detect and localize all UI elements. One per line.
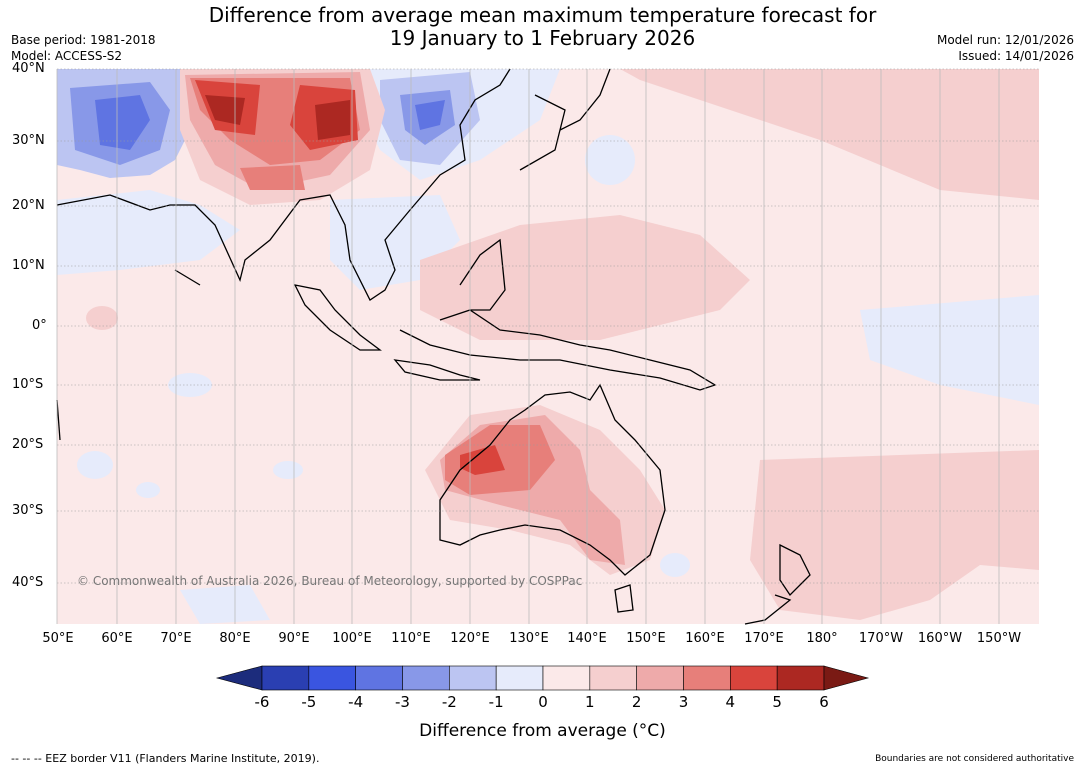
- lat-label: 20°S: [12, 437, 44, 452]
- colorbar-segment: [261, 665, 310, 691]
- title-line-1: Difference from average mean maximum tem…: [208, 3, 877, 27]
- lat-label: 0°: [32, 318, 47, 333]
- lon-label: 180°: [806, 631, 838, 646]
- colorbar-tick-label: 2: [631, 693, 642, 711]
- base-period: Base period: 1981-2018: [11, 33, 156, 47]
- graticule: [56, 68, 1039, 624]
- lon-label: 90°E: [278, 631, 310, 646]
- colorbar-tick-label: 1: [585, 693, 595, 711]
- lon-label: 130°E: [509, 631, 549, 646]
- colorbar-segment: [402, 665, 450, 691]
- copyright-notice: © Commonwealth of Australia 2026, Bureau…: [77, 574, 583, 588]
- lat-label: 30°N: [12, 133, 45, 148]
- lon-label: 80°E: [219, 631, 251, 646]
- lon-label: 120°E: [450, 631, 490, 646]
- lon-label: 150°E: [626, 631, 666, 646]
- lat-label: 40°N: [12, 61, 45, 76]
- model-name: Model: ACCESS-S2: [11, 49, 123, 63]
- colorbar-segment: [730, 665, 778, 691]
- colorbar-segment: [589, 665, 637, 691]
- colorbar-tick-label: 0: [538, 693, 548, 711]
- lat-label: 40°S: [12, 575, 44, 590]
- colorbar-over-triangle: [823, 665, 870, 691]
- coastlines: [56, 68, 811, 625]
- colorbar-segment: [683, 665, 731, 691]
- colorbar-segment: [355, 665, 403, 691]
- colorbar-tick-label: 6: [819, 693, 829, 711]
- lon-label: 160°E: [685, 631, 725, 646]
- colorbar-under-triangle: [215, 665, 263, 691]
- title-line-2: 19 January to 1 February 2026: [389, 26, 696, 50]
- lon-label: 60°E: [101, 631, 133, 646]
- colorbar-segment: [495, 665, 544, 691]
- colorbar-tick-label: 3: [678, 693, 689, 711]
- colorbar-segment: [449, 665, 497, 691]
- colorbar-title: Difference from average (°C): [419, 721, 666, 741]
- meta-left: Base period: 1981-2018 Model: ACCESS-S2: [11, 32, 156, 64]
- model-run: Model run: 12/01/2026: [936, 33, 1074, 47]
- lon-label: 170°W: [858, 631, 904, 646]
- lon-label: 160°W: [917, 631, 963, 646]
- lon-label: 110°E: [391, 631, 431, 646]
- colorbar: [215, 665, 870, 691]
- map-title: Difference from average mean maximum tem…: [0, 4, 1085, 50]
- colorbar-tick-label: 5: [772, 693, 782, 711]
- lat-label: 20°N: [12, 198, 45, 213]
- issued-date: Issued: 14/01/2026: [958, 49, 1074, 63]
- colorbar-segment: [636, 665, 684, 691]
- meta-right: Model run: 12/01/2026 Issued: 14/01/2026: [937, 32, 1074, 64]
- colorbar-tick-label: -2: [441, 693, 457, 711]
- lon-label: 70°E: [160, 631, 192, 646]
- lat-label: 10°N: [12, 258, 45, 273]
- lon-label: 140°E: [567, 631, 607, 646]
- colorbar-tick-label: -6: [254, 693, 270, 711]
- lon-label: 100°E: [332, 631, 372, 646]
- lon-label: 170°E: [744, 631, 784, 646]
- colorbar-segment: [776, 665, 825, 691]
- colorbar-tick-label: -5: [301, 693, 317, 711]
- boundaries-disclaimer: Boundaries are not considered authoritat…: [875, 754, 1074, 764]
- eez-border-note: -- -- -- EEZ border V11 (Flanders Marine…: [11, 752, 320, 765]
- colorbar-tick-label: -3: [395, 693, 410, 711]
- warm-anomaly-areas: [86, 69, 1039, 620]
- colorbar-segment: [542, 665, 591, 691]
- lon-label: 150°W: [976, 631, 1022, 646]
- colorbar-tick-label: 4: [725, 693, 736, 711]
- colorbar-tick-label: -1: [488, 693, 504, 711]
- colorbar-segment: [308, 665, 356, 691]
- colorbar-tick-label: -4: [348, 693, 364, 711]
- lon-label: 50°E: [42, 631, 74, 646]
- lat-label: 10°S: [12, 377, 44, 392]
- lat-label: 30°S: [12, 503, 44, 518]
